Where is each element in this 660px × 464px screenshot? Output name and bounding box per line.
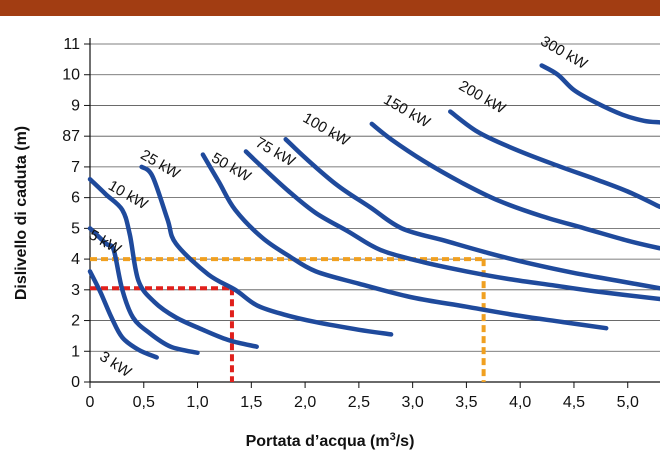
y-axis-title: Dislivello di caduta (m) <box>13 126 30 300</box>
x-tick-label: 4,0 <box>509 394 531 411</box>
curve-label-150-kw: 150 kW <box>381 91 434 132</box>
x-axis-title: Portata d’acqua (m3/s) <box>246 431 415 450</box>
x-axis-title-end: /s) <box>396 433 415 450</box>
series-line-10-kw <box>87 176 259 349</box>
x-tick-label: 1,0 <box>186 394 208 411</box>
tick-labels: 0 1 2 3 4 5 6 7 87 9 10 11 0 0,5 1,0 1,5 2,0 2,5 3,0 3,5 4,0… <box>62 36 639 411</box>
x-tick-label: 0,5 <box>133 394 155 411</box>
top-bar <box>0 0 660 16</box>
x-axis-title-sup: 3 <box>390 431 396 443</box>
y-tick-label: 0 <box>71 374 80 391</box>
y-tick-label: 4 <box>71 251 80 268</box>
x-tick-label: 4,5 <box>563 394 585 411</box>
curve-label-100-kw: 100 kW <box>300 110 353 151</box>
series-line-3-kw <box>87 269 159 360</box>
y-tick-label: 3 <box>71 282 80 299</box>
x-tick-label: 3,5 <box>455 394 477 411</box>
series-line-300-kw <box>539 63 660 125</box>
curve-label-10-kw: 10 kW <box>105 177 151 213</box>
y-tick-label: 2 <box>71 313 80 330</box>
axes <box>84 38 660 388</box>
x-axis-title-main: Portata d’acqua (m <box>246 433 390 450</box>
x-tick-label: 5,0 <box>617 394 639 411</box>
y-tick-label: 7 <box>71 159 80 176</box>
x-tick-label: 2,5 <box>348 394 370 411</box>
x-tick-label: 1,5 <box>240 394 262 411</box>
reading-markers <box>90 257 486 382</box>
y-tick-label: 11 <box>63 36 80 53</box>
y-tick-label: 9 <box>71 97 80 114</box>
y-tick-label: 87 <box>62 128 80 145</box>
y-tick-label: 5 <box>71 220 80 237</box>
curve-label-25-kw: 25 kW <box>137 146 183 182</box>
y-tick-label: 1 <box>71 343 80 360</box>
y-tick-label: 10 <box>62 67 80 84</box>
series-line-25-kw <box>139 164 394 337</box>
series-line-5-kw <box>87 226 200 356</box>
series-line-200-kw <box>448 109 660 210</box>
curve-label-200-kw: 200 kW <box>456 77 509 118</box>
curve-label-5-kw: 5 kW <box>86 226 125 258</box>
x-tick-label: 3,0 <box>402 394 424 411</box>
series-line-100-kw <box>283 137 660 291</box>
y-tick-label: 6 <box>71 190 80 207</box>
series-line-150-kw <box>369 121 660 251</box>
x-tick-label: 2,0 <box>294 394 316 411</box>
series-line-75-kw <box>243 149 660 302</box>
series-lines <box>87 63 660 360</box>
x-tick-label: 0 <box>86 394 95 411</box>
series-line-50-kw <box>200 152 609 331</box>
curve-label-3-kw: 3 kW <box>96 348 135 381</box>
